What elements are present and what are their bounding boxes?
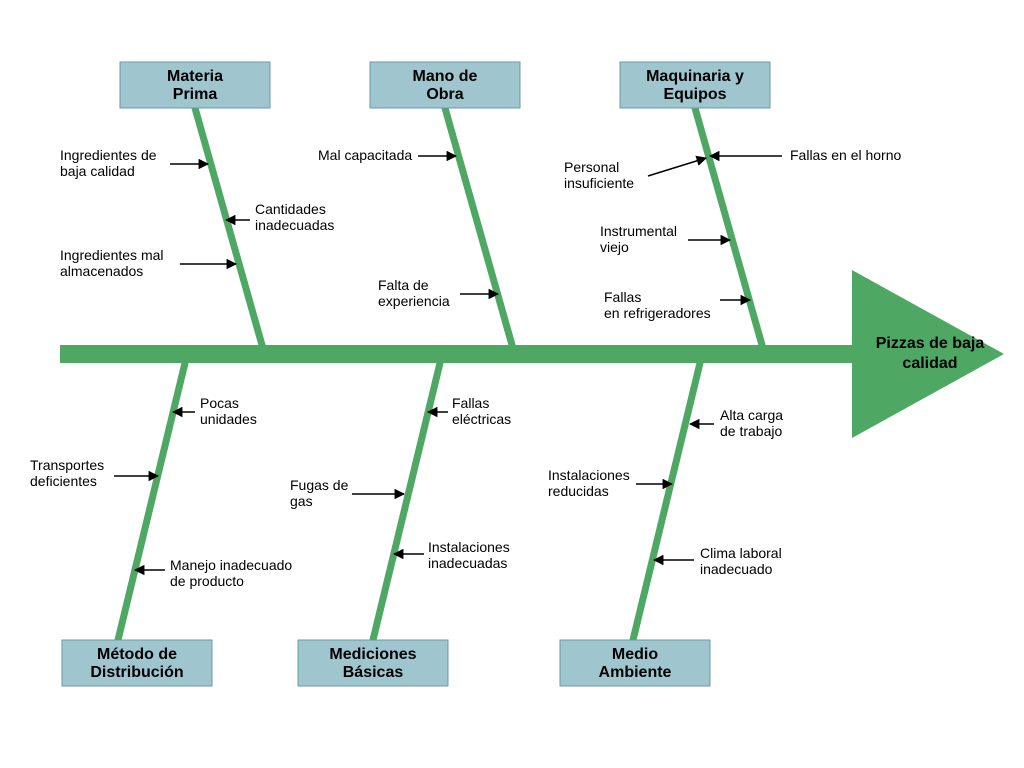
cause-arrow-maquinaria-equipos-0 [648, 158, 706, 176]
cause-label-materia-prima-1: Cantidadesinadecuadas [255, 201, 334, 233]
cause-label-metodo-distribucion-2: Manejo inadecuadode producto [170, 557, 292, 589]
fishbone-diagram: Pizzas de bajacalidadMateriaPrimaIngredi… [0, 0, 1024, 768]
cause-label-mano-de-obra-1: Falta deexperiencia [378, 277, 450, 309]
cause-label-mediciones-basicas-1: Fugas degas [290, 477, 349, 509]
bone-materia-prima [195, 108, 262, 345]
cause-label-mediciones-basicas-0: Fallaseléctricas [452, 395, 511, 427]
cause-label-maquinaria-equipos-3: Fallasen refrigeradores [604, 289, 711, 321]
bone-metodo-distribucion [118, 363, 185, 640]
cause-label-materia-prima-0: Ingredientes debaja calidad [60, 147, 157, 179]
cause-label-medio-ambiente-2: Clima laboralinadecuado [700, 545, 782, 577]
category-label-metodo-distribucion: Método deDistribución [90, 646, 183, 681]
cause-label-maquinaria-equipos-0: Personalinsuficiente [564, 159, 634, 191]
bone-mano-de-obra [445, 108, 512, 345]
bone-mediciones-basicas [373, 363, 440, 640]
cause-label-medio-ambiente-0: Alta cargade trabajo [720, 407, 783, 439]
cause-label-mediciones-basicas-2: Instalacionesinadecuadas [428, 539, 510, 571]
cause-label-maquinaria-equipos-2: Instrumentalviejo [600, 223, 677, 255]
cause-label-maquinaria-equipos-1: Fallas en el horno [790, 147, 902, 163]
cause-label-metodo-distribucion-0: Pocasunidades [200, 395, 257, 427]
cause-label-medio-ambiente-1: Instalacionesreducidas [548, 467, 630, 499]
cause-label-mano-de-obra-0: Mal capacitada [318, 147, 412, 163]
cause-label-materia-prima-2: Ingredientes malalmacenados [60, 247, 164, 279]
cause-label-metodo-distribucion-1: Transportesdeficientes [30, 457, 104, 489]
effect-arrowhead [852, 270, 1004, 438]
category-label-materia-prima: MateriaPrima [167, 68, 223, 103]
bone-medio-ambiente [633, 363, 700, 640]
